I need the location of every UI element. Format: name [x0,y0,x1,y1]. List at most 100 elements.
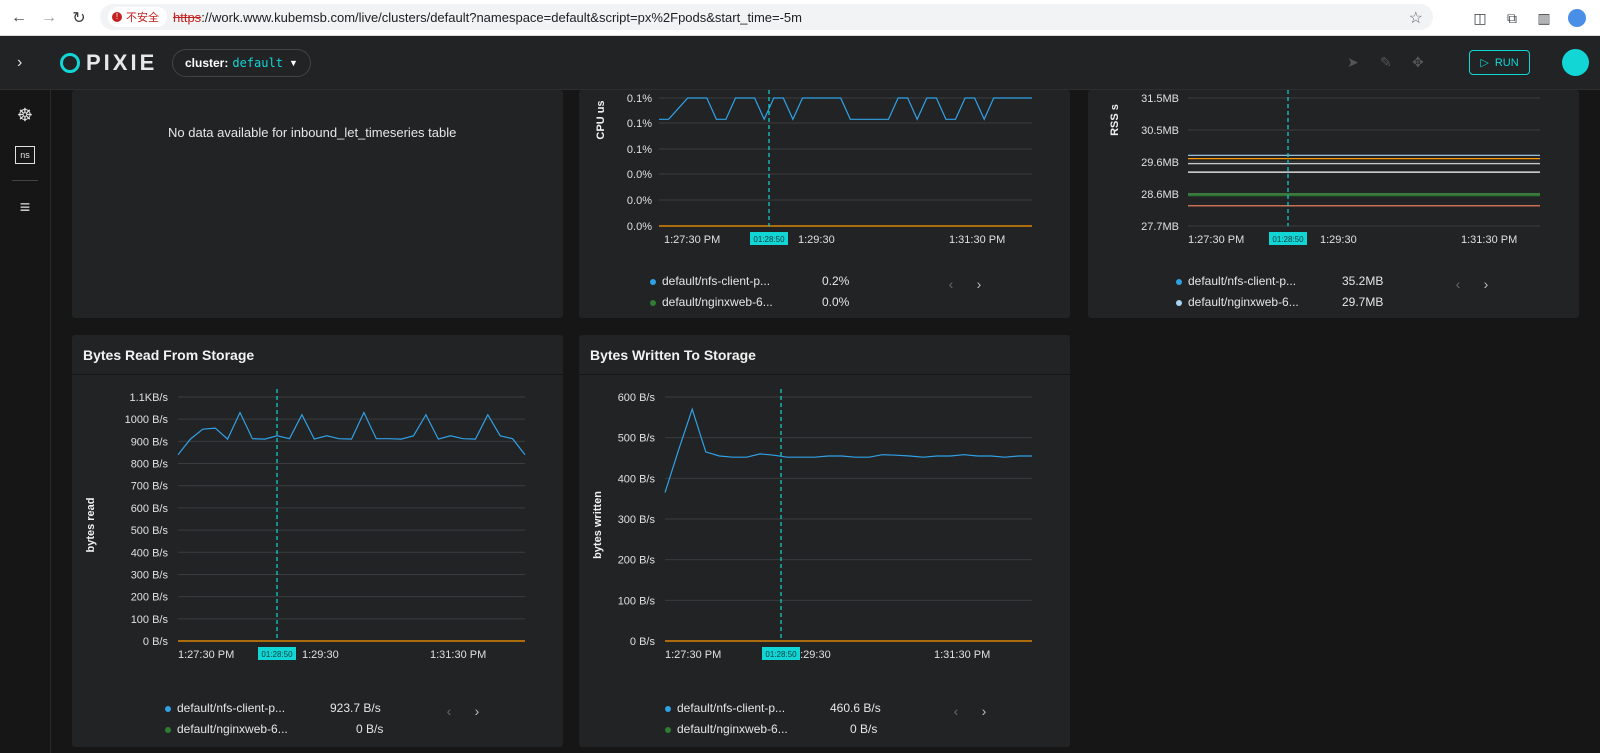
url-scheme: https [173,9,202,25]
bytes-written-widget: Bytes Written To Storage 600 B/s 500 B/s 4… [579,335,1070,747]
legend-item[interactable]: default/nginxweb-6... [165,722,288,736]
x-tick-label: 1:31:30 PM [1461,234,1517,246]
back-icon[interactable]: ← [11,8,27,26]
legend-pager: ‹ › [948,703,1004,719]
legend-value: 29.7MB [1342,295,1384,309]
next-page-icon[interactable]: › [981,703,987,719]
title-divider [579,374,1070,375]
legend-dot [665,726,671,733]
y-axis-label: RSS s [1109,104,1121,136]
inbound-latency-widget: No data available for inbound_let_timese… [72,90,563,318]
legend-item[interactable]: default/nfs-client-p... [650,274,770,288]
legend-dot [650,299,656,306]
y-tick-label: 0.0% [627,195,652,207]
url-text: ://work.www.kubemsb.com/live/clusters/de… [201,9,802,25]
side-panel-icon[interactable]: ▥ [1537,9,1551,26]
bytes-read-legend: default/nfs-client-p... 923.7 B/s defaul… [165,701,405,741]
x-tick-label: 1:31:30 PM [934,649,990,661]
legend-value: 923.7 B/s [330,701,381,715]
legend-pager: ‹ › [1450,276,1506,292]
time-cursor-badge [762,647,800,660]
extensions-icon[interactable]: ⧉ [1507,9,1517,26]
google-lens-icon[interactable]: ◫ [1473,9,1487,26]
prev-page-icon[interactable]: ‹ [948,276,954,292]
y-tick-label: 0.1% [627,118,652,130]
y-tick-label: 800 B/s [131,459,169,471]
x-tick-label: 1:27:30 PM [665,649,721,661]
y-tick-label: 0 B/s [630,636,656,648]
rss-memory-widget: 31.5MB 30.5MB 29.6MB 28.6MB 27.7MB 1:27:30 PM… [1088,90,1579,318]
time-cursor-label: 01:28:50 [261,650,293,659]
legend-item[interactable]: default/nfs-client-p... [665,701,785,715]
next-page-icon[interactable]: › [1483,276,1489,292]
legend-dot [1176,278,1182,285]
title-divider [72,374,563,375]
legend-item[interactable]: default/nfs-client-p... [1176,274,1296,288]
x-tick-label: 1:29:30 [798,234,835,246]
series-line [177,411,526,456]
y-tick-label: 400 B/s [131,547,169,559]
send-icon[interactable]: ➤ [1347,54,1359,70]
cluster-selector[interactable]: cluster: default ▼ [172,49,311,77]
legend-dot [165,726,171,733]
legend-item[interactable]: default/nginxweb-6... [650,295,773,309]
namespace-icon[interactable]: ns [15,146,35,164]
expand-sidebar-icon[interactable]: › [17,54,23,71]
legend-item[interactable]: default/nginxweb-6... [665,722,788,736]
y-tick-label: 400 B/s [618,473,656,485]
legend-dot [665,705,671,712]
pixie-logo[interactable]: PIXIE [60,50,157,76]
bytes-read-widget: Bytes Read From Storage 1.1KB/s 1000 B/s 9… [72,335,563,747]
y-tick-label: 0.1% [627,144,652,156]
warning-icon: ! [112,12,122,22]
next-page-icon[interactable]: › [976,276,982,292]
address-bar[interactable]: ! 不安全 https://work.www.kubemsb.com/live/c… [100,4,1433,30]
move-icon[interactable]: ✥ [1412,54,1424,70]
prev-page-icon[interactable]: ‹ [953,703,959,719]
logo-mark-icon [60,53,80,73]
forward-icon[interactable]: → [41,8,57,26]
prev-page-icon[interactable]: ‹ [1455,276,1461,292]
time-cursor-badge [1269,232,1307,245]
rss-legend: default/nfs-client-p... 35.2MB default/n… [1176,274,1416,314]
bookmark-star-icon[interactable]: ☆ [1408,10,1423,27]
x-tick-label: 1:27:30 PM [1188,234,1244,246]
rss-chart: 31.5MB 30.5MB 29.6MB 28.6MB 27.7MB 1:27:30 PM… [1109,90,1540,246]
y-tick-label: 27.7MB [1141,221,1179,233]
time-cursor-badge [750,232,788,245]
kubernetes-icon[interactable]: ☸ [16,105,34,125]
browser-toolbar: ← → ↻ ! 不安全 https://work.www.kubemsb.com/… [0,0,1600,36]
legend-dot [650,278,656,285]
next-page-icon[interactable]: › [474,703,480,719]
reload-icon[interactable]: ↻ [72,9,86,27]
profile-avatar[interactable] [1568,9,1586,27]
legend-item[interactable]: default/nfs-client-p... [165,701,285,715]
x-tick-label: 1:27:30 PM [664,234,720,246]
y-tick-label: 500 B/s [131,525,169,537]
widget-title: Bytes Written To Storage [590,347,756,363]
y-tick-label: 0.1% [627,93,652,105]
y-tick-label: 31.5MB [1141,93,1179,105]
time-cursor-label: 01:28:50 [1272,235,1304,244]
y-tick-label: 0.0% [627,169,652,181]
series-line [659,97,1032,121]
y-tick-label: 100 B/s [131,614,169,626]
user-avatar[interactable] [1562,49,1589,76]
x-tick-label: 1:29:30 [1320,234,1357,246]
legend-item[interactable]: default/nginxweb-6... [1176,295,1299,309]
edit-icon[interactable]: ✎ [1380,54,1392,70]
time-cursor-badge [258,647,296,660]
run-button[interactable]: ▷ RUN [1469,50,1530,75]
legend-value: 0 B/s [850,722,878,736]
bytes-written-legend: default/nfs-client-p... 460.6 B/s defaul… [665,701,905,741]
y-tick-label: 0.0% [627,221,652,233]
series-line [664,407,1032,493]
cpu-chart: 0.1% 0.1% 0.1% 0.0% 0.0% 0.0% 1:27:30 PM 1:29:3… [595,90,1032,246]
y-tick-label: 600 B/s [131,503,169,515]
y-axis-label: bytes written [592,491,604,559]
insecure-badge[interactable]: ! 不安全 [108,7,167,27]
time-cursor-label: 01:28:50 [765,650,797,659]
prev-page-icon[interactable]: ‹ [446,703,452,719]
y-tick-label: 600 B/s [618,392,656,404]
database-icon[interactable]: ≡ [19,197,31,217]
